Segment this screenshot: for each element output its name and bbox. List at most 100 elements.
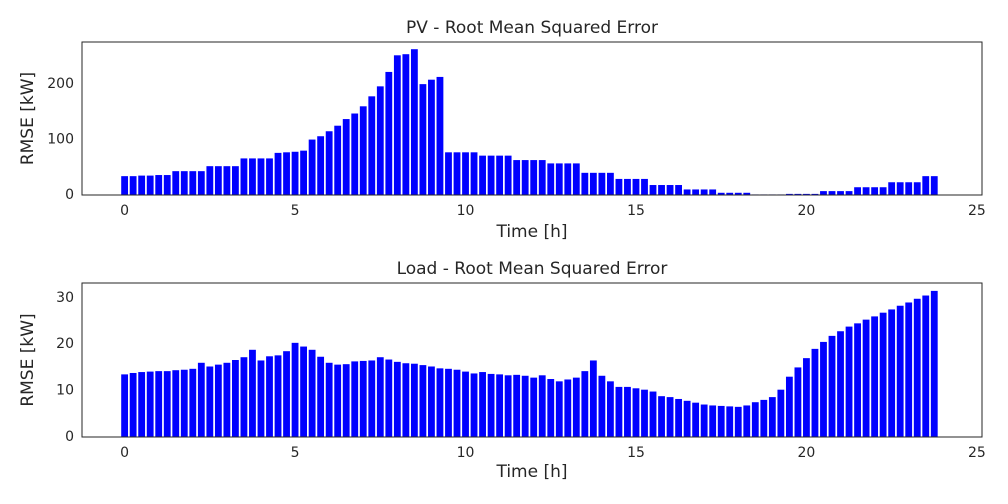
bar <box>274 152 282 195</box>
bar <box>624 178 631 195</box>
bar <box>922 295 930 437</box>
bar <box>683 189 691 195</box>
bar <box>487 155 495 195</box>
bar <box>709 189 717 195</box>
bar <box>913 182 921 195</box>
bar <box>428 366 435 437</box>
bar <box>700 189 708 195</box>
bar <box>760 399 768 437</box>
bar <box>666 397 674 437</box>
bar <box>189 368 197 437</box>
bar <box>197 362 205 437</box>
bar <box>428 79 435 195</box>
bar <box>666 185 674 195</box>
x-tick-label: 25 <box>968 203 986 219</box>
bar <box>555 163 563 195</box>
bar <box>555 381 563 437</box>
bar <box>521 160 529 195</box>
bar <box>206 366 214 437</box>
bar <box>368 360 376 437</box>
chart-title: Load - Root Mean Squared Error <box>397 259 668 279</box>
bar <box>607 172 614 195</box>
bar <box>922 176 930 195</box>
bar <box>726 406 734 437</box>
bar <box>896 182 904 195</box>
bar <box>121 176 129 195</box>
bar <box>598 375 606 437</box>
bar <box>572 163 580 195</box>
bar <box>308 349 316 437</box>
bar <box>453 369 461 437</box>
plot-frame <box>81 282 983 438</box>
bar <box>325 131 333 195</box>
bar <box>564 379 572 437</box>
bar <box>794 193 802 195</box>
bar <box>189 171 197 195</box>
bar <box>598 172 606 195</box>
bar <box>223 166 231 195</box>
x-tick-label: 0 <box>120 445 129 461</box>
bar <box>180 171 188 195</box>
y-tick-label: 200 <box>47 76 74 92</box>
bar <box>785 376 793 437</box>
bar <box>436 76 444 195</box>
bar <box>683 400 691 437</box>
bar <box>513 374 521 437</box>
bar <box>376 86 384 195</box>
bar <box>700 404 708 437</box>
bar <box>214 364 222 437</box>
bar <box>837 331 844 437</box>
bar <box>334 364 342 437</box>
bar <box>291 342 299 437</box>
bar <box>888 309 896 437</box>
bar <box>359 106 367 195</box>
bar <box>615 178 623 195</box>
bar <box>393 55 401 195</box>
bar <box>641 389 648 437</box>
bar <box>530 377 538 437</box>
y-axis-label: RMSE [kW] <box>18 72 38 165</box>
bar <box>854 187 861 195</box>
bar <box>871 187 879 195</box>
y-tick-label: 100 <box>47 132 74 148</box>
bar <box>589 360 597 437</box>
bar <box>521 375 529 437</box>
bar <box>854 323 861 437</box>
bar <box>564 163 572 195</box>
bar <box>820 191 827 195</box>
bar <box>129 176 137 195</box>
bar <box>300 346 307 437</box>
bar <box>504 375 512 437</box>
bar <box>300 150 307 195</box>
bar <box>803 193 810 195</box>
bar <box>368 96 376 195</box>
x-axis-label: Time [h] <box>495 462 567 482</box>
bar <box>232 360 239 437</box>
bar <box>692 402 700 437</box>
bar <box>385 359 393 437</box>
x-tick-label: 25 <box>968 445 986 461</box>
bar <box>496 374 504 437</box>
bar <box>121 374 129 437</box>
x-tick-label: 20 <box>798 203 816 219</box>
x-tick-label: 5 <box>291 203 300 219</box>
bar <box>419 365 427 437</box>
plot-frame <box>81 41 983 196</box>
bar <box>317 356 325 437</box>
bar <box>487 373 495 437</box>
x-tick-label: 0 <box>120 203 129 219</box>
bar <box>453 152 461 195</box>
bar <box>930 176 938 195</box>
bar <box>496 155 504 195</box>
bar <box>283 152 290 195</box>
bar <box>811 193 819 195</box>
x-tick-label: 20 <box>798 445 816 461</box>
bar <box>632 388 640 437</box>
bar <box>342 119 350 195</box>
bar <box>334 125 342 195</box>
bar <box>163 175 171 195</box>
bar <box>470 152 478 195</box>
bar <box>249 349 256 437</box>
bar <box>888 182 896 195</box>
bar <box>240 158 248 195</box>
